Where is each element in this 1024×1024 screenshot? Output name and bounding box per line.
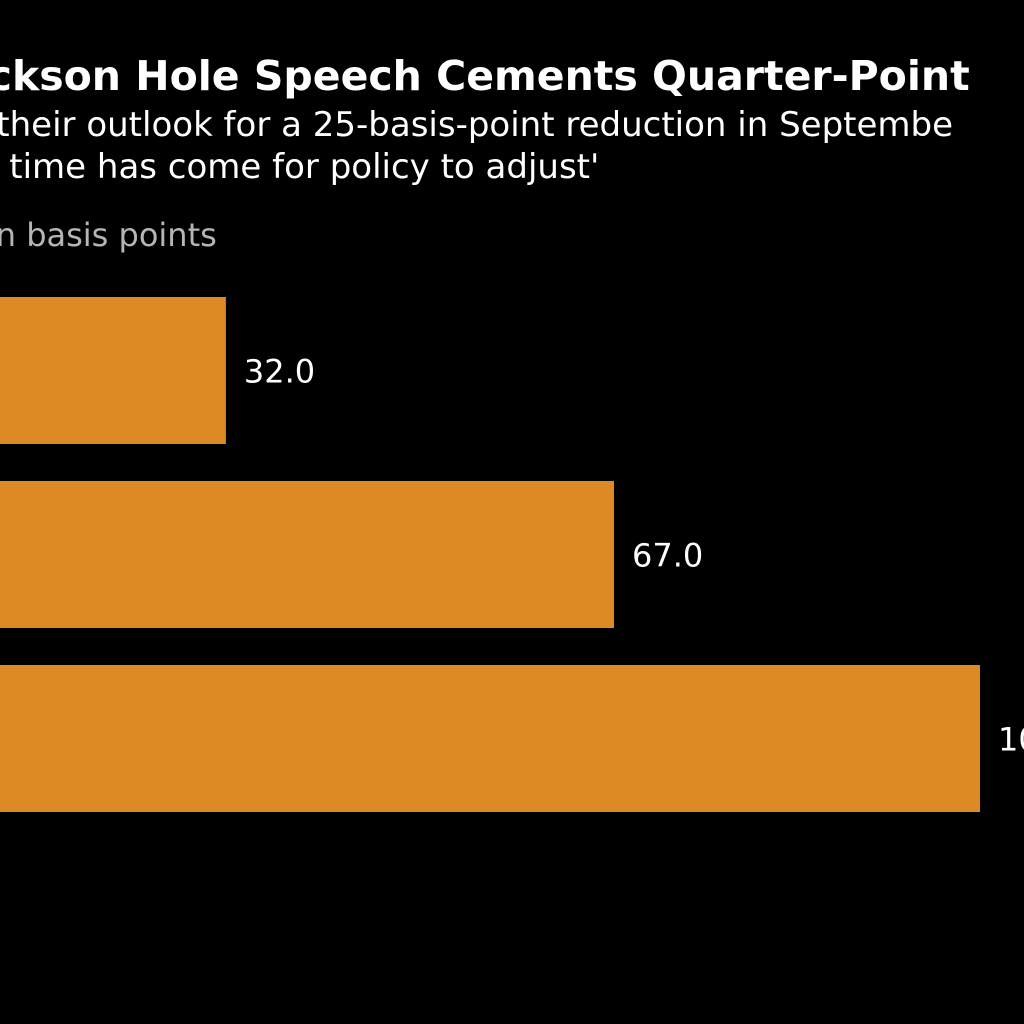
chart-subtitle-line-2: he time has come for policy to adjust' — [0, 147, 600, 187]
chart-title: ackson Hole Speech Cements Quarter-Point — [0, 52, 970, 100]
chart-subtitle-line-1: fy their outlook for a 25-basis-point re… — [0, 105, 954, 145]
bar-value-label-3: 10 — [998, 721, 1024, 759]
chart-unit-label: s in basis points — [0, 216, 217, 254]
bar-value-label-1: 32.0 — [244, 353, 315, 391]
bar-2 — [0, 481, 615, 628]
bar-value-label-2: 67.0 — [632, 537, 703, 575]
bar-1 — [0, 297, 226, 444]
bar-3 — [0, 665, 980, 812]
